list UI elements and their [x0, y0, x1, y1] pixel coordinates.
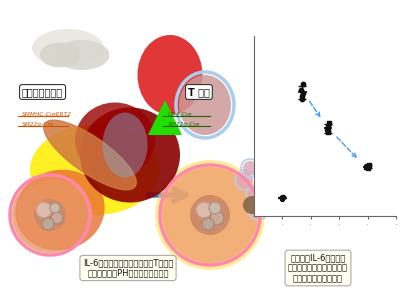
Ellipse shape [80, 107, 180, 202]
Point [280, 195, 286, 200]
Point [325, 124, 331, 128]
Point [280, 194, 286, 199]
Text: CD4-Cre: CD4-Cre [168, 112, 193, 118]
Circle shape [196, 202, 212, 218]
Text: 血管平滑筋細胞: 血管平滑筋細胞 [22, 87, 63, 97]
Ellipse shape [32, 29, 104, 67]
Text: SM22α-Cre: SM22α-Cre [168, 122, 200, 128]
Point [325, 130, 331, 134]
Point [298, 88, 305, 92]
Circle shape [36, 202, 52, 218]
Point [363, 164, 369, 169]
Point [279, 195, 286, 200]
Circle shape [243, 196, 261, 214]
Point [279, 195, 285, 200]
Point [324, 128, 331, 133]
Ellipse shape [30, 125, 160, 215]
Ellipse shape [40, 43, 80, 68]
Circle shape [237, 172, 253, 188]
Point [365, 165, 371, 170]
Text: T 細胞: T 細胞 [188, 87, 210, 97]
Circle shape [202, 218, 214, 230]
Ellipse shape [54, 40, 110, 70]
Ellipse shape [179, 75, 231, 135]
Text: SM22α-Cre: SM22α-Cre [22, 122, 54, 128]
Point [299, 91, 306, 95]
Point [299, 94, 306, 98]
Circle shape [51, 212, 63, 224]
Circle shape [210, 211, 224, 225]
Polygon shape [44, 120, 136, 190]
Ellipse shape [138, 35, 202, 115]
Text: 既存薬とIL-6阻害薬の
組み合わせが治療法として
有効であることを示唆: 既存薬とIL-6阻害薬の 組み合わせが治療法として 有効であることを示唆 [288, 253, 348, 283]
Point [279, 196, 285, 201]
Ellipse shape [102, 112, 148, 178]
Point [364, 163, 370, 168]
Point [299, 97, 305, 101]
Circle shape [162, 167, 258, 263]
Circle shape [34, 199, 66, 231]
Circle shape [50, 203, 60, 213]
Circle shape [209, 202, 221, 214]
Ellipse shape [15, 169, 105, 250]
Ellipse shape [18, 180, 92, 250]
Circle shape [190, 195, 230, 235]
Text: IL-6は血管平滑筋ではなく、T細胞へ
の刺激によりPHの病態形成に寄与: IL-6は血管平滑筋ではなく、T細胞へ の刺激によりPHの病態形成に寄与 [83, 258, 173, 278]
Circle shape [243, 161, 257, 175]
Polygon shape [148, 100, 182, 135]
Circle shape [250, 202, 266, 218]
Point [364, 166, 371, 170]
Text: SMMHC-CreERT2: SMMHC-CreERT2 [22, 112, 72, 118]
Circle shape [248, 188, 262, 202]
Circle shape [155, 160, 265, 270]
Point [324, 127, 330, 131]
Circle shape [12, 177, 88, 253]
Point [300, 82, 306, 86]
Ellipse shape [75, 103, 155, 178]
Circle shape [42, 218, 54, 230]
Point [326, 121, 332, 125]
Point [279, 196, 286, 200]
Point [366, 163, 372, 167]
